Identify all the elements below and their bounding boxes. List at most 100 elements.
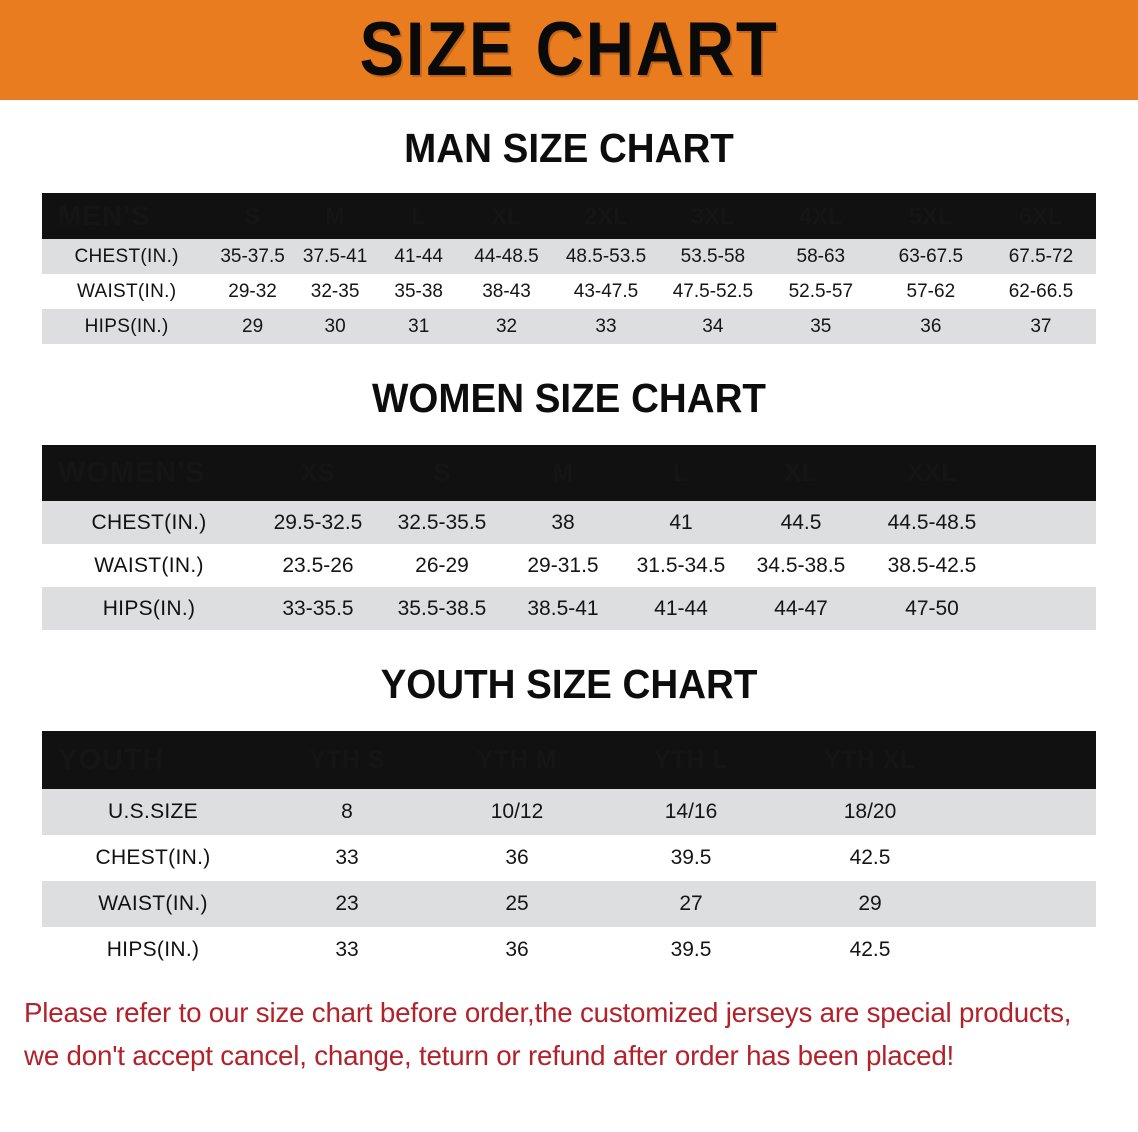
women-col-m: M <box>504 445 622 501</box>
women-waist-l: 31.5-34.5 <box>622 544 740 587</box>
women-section-title: WOMEN SIZE CHART <box>372 375 766 421</box>
page-title: SIZE CHART <box>359 7 779 92</box>
man-col-xl: XL <box>461 193 553 239</box>
youth-hips-l: 39.5 <box>604 927 778 973</box>
youth-hips-m: 36 <box>430 927 604 973</box>
man-hips-2xl: 33 <box>552 309 660 344</box>
women-row-label-chest: CHEST(IN.) <box>42 501 256 544</box>
man-hips-5xl: 36 <box>875 309 986 344</box>
youth-hips-s: 33 <box>264 927 430 973</box>
women-col-xl: XL <box>740 445 862 501</box>
man-section-title: MAN SIZE CHART <box>404 125 734 171</box>
man-waist-m: 32-35 <box>293 274 377 309</box>
man-col-4xl: 4XL <box>765 193 876 239</box>
youth-waist-m: 25 <box>430 881 604 927</box>
women-col-spacer <box>1002 445 1096 501</box>
youth-row-label-waist: WAIST(IN.) <box>42 881 264 927</box>
man-hips-4xl: 35 <box>765 309 876 344</box>
women-chest-spacer <box>1002 501 1096 544</box>
man-chest-l: 41-44 <box>376 239 462 274</box>
man-chest-6xl: 67.5-72 <box>985 239 1096 274</box>
man-waist-5xl: 57-62 <box>875 274 986 309</box>
women-col-xs: XS <box>256 445 380 501</box>
women-chest-xl: 44.5 <box>740 501 862 544</box>
women-waist-xs: 23.5-26 <box>256 544 380 587</box>
youth-corner-label: YOUTH <box>42 731 264 789</box>
youth-hips-xl: 42.5 <box>778 927 962 973</box>
youth-chest-xl: 42.5 <box>778 835 962 881</box>
man-row-label-hips: HIPS(IN.) <box>42 309 212 344</box>
women-row-label-hips: HIPS(IN.) <box>42 587 256 630</box>
man-row-label-waist: WAIST(IN.) <box>42 274 212 309</box>
order-policy-disclaimer: Please refer to our size chart before or… <box>24 991 1103 1078</box>
disclaimer-line-2: we don't accept cancel, change, teturn o… <box>24 1040 955 1072</box>
man-col-l: L <box>376 193 462 239</box>
man-hips-m: 30 <box>293 309 377 344</box>
man-chest-2xl: 48.5-53.5 <box>552 239 660 274</box>
table-row: HIPS(IN.) 33 36 39.5 42.5 <box>42 927 1096 973</box>
women-hips-xs: 33-35.5 <box>256 587 380 630</box>
youth-section-title: YOUTH SIZE CHART <box>380 661 758 707</box>
youth-ussize-xl: 18/20 <box>778 789 962 835</box>
women-waist-m: 29-31.5 <box>504 544 622 587</box>
man-waist-xl: 38-43 <box>461 274 553 309</box>
youth-size-table-container: YOUTH YTH S YTH M YTH L YTH XL U.S.SIZE … <box>42 731 1096 973</box>
youth-waist-spacer <box>962 881 1096 927</box>
youth-col-xl: YTH XL <box>778 731 962 789</box>
youth-ussize-l: 14/16 <box>604 789 778 835</box>
youth-row-label-hips: HIPS(IN.) <box>42 927 264 973</box>
size-chart-banner: SIZE CHART <box>0 0 1138 100</box>
man-col-s: S <box>211 193 294 239</box>
man-col-3xl: 3XL <box>659 193 766 239</box>
women-chest-m: 38 <box>504 501 622 544</box>
youth-col-l: YTH L <box>604 731 778 789</box>
youth-col-spacer <box>962 731 1096 789</box>
man-waist-2xl: 43-47.5 <box>552 274 660 309</box>
man-col-m: M <box>293 193 377 239</box>
women-hips-xl: 44-47 <box>740 587 862 630</box>
youth-size-table: YOUTH YTH S YTH M YTH L YTH XL U.S.SIZE … <box>42 731 1096 973</box>
table-row: WAIST(IN.) 23.5-26 26-29 29-31.5 31.5-34… <box>42 544 1096 587</box>
women-waist-s: 26-29 <box>380 544 504 587</box>
women-hips-s: 35.5-38.5 <box>380 587 504 630</box>
youth-ussize-spacer <box>962 789 1096 835</box>
women-hips-xxl: 47-50 <box>862 587 1002 630</box>
man-hips-s: 29 <box>211 309 294 344</box>
youth-chest-m: 36 <box>430 835 604 881</box>
man-size-table: MEN'S S M L XL 2XL 3XL 4XL 5XL 6XL CHEST… <box>42 193 1096 344</box>
table-row: HIPS(IN.) 29 30 31 32 33 34 35 36 37 <box>42 309 1096 344</box>
youth-waist-l: 27 <box>604 881 778 927</box>
man-chest-5xl: 63-67.5 <box>875 239 986 274</box>
women-waist-xl: 34.5-38.5 <box>740 544 862 587</box>
man-chest-3xl: 53.5-58 <box>659 239 766 274</box>
man-hips-xl: 32 <box>461 309 553 344</box>
women-waist-xxl: 38.5-42.5 <box>862 544 1002 587</box>
youth-row-label-ussize: U.S.SIZE <box>42 789 264 835</box>
youth-ussize-s: 8 <box>264 789 430 835</box>
women-corner-label: WOMEN'S <box>42 445 256 501</box>
man-chest-s: 35-37.5 <box>211 239 294 274</box>
table-row: WAIST(IN.) 29-32 32-35 35-38 38-43 43-47… <box>42 274 1096 309</box>
youth-col-s: YTH S <box>264 731 430 789</box>
man-col-2xl: 2XL <box>552 193 660 239</box>
table-row: WAIST(IN.) 23 25 27 29 <box>42 881 1096 927</box>
man-chest-4xl: 58-63 <box>765 239 876 274</box>
women-hips-m: 38.5-41 <box>504 587 622 630</box>
table-row: HIPS(IN.) 33-35.5 35.5-38.5 38.5-41 41-4… <box>42 587 1096 630</box>
man-waist-6xl: 62-66.5 <box>985 274 1096 309</box>
youth-chest-l: 39.5 <box>604 835 778 881</box>
man-corner-label: MEN'S <box>42 193 212 239</box>
women-chest-xxl: 44.5-48.5 <box>862 501 1002 544</box>
man-size-table-container: MEN'S S M L XL 2XL 3XL 4XL 5XL 6XL CHEST… <box>42 193 1096 344</box>
man-hips-6xl: 37 <box>985 309 1096 344</box>
man-waist-l: 35-38 <box>376 274 462 309</box>
man-hips-l: 31 <box>376 309 462 344</box>
youth-chest-s: 33 <box>264 835 430 881</box>
man-waist-4xl: 52.5-57 <box>765 274 876 309</box>
women-chest-xs: 29.5-32.5 <box>256 501 380 544</box>
man-chest-xl: 44-48.5 <box>461 239 553 274</box>
youth-ussize-m: 10/12 <box>430 789 604 835</box>
women-size-table: WOMEN'S XS S M L XL XXL CHEST(IN.) 29.5-… <box>42 445 1096 630</box>
women-row-label-waist: WAIST(IN.) <box>42 544 256 587</box>
man-waist-s: 29-32 <box>211 274 294 309</box>
